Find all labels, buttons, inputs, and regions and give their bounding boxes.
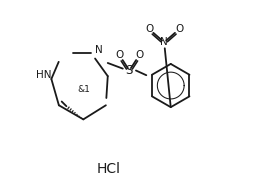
Text: N: N — [160, 37, 167, 47]
Text: O: O — [145, 24, 153, 34]
Text: O: O — [135, 49, 143, 60]
Text: HCl: HCl — [96, 162, 120, 176]
Text: N: N — [95, 45, 103, 55]
Text: HN: HN — [36, 70, 51, 80]
Text: S: S — [125, 64, 133, 77]
Text: O: O — [115, 49, 123, 60]
Text: &1: &1 — [77, 85, 90, 94]
Text: O: O — [174, 24, 183, 34]
